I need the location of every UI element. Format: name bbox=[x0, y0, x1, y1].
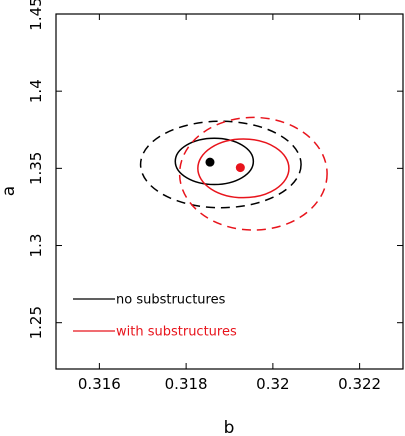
y-tick-label-3: 1.4 bbox=[27, 79, 45, 103]
y-tick-label-4: 1.45 bbox=[27, 0, 45, 31]
x-tick-label-0: 0.316 bbox=[78, 375, 121, 393]
plot-frame bbox=[55, 13, 404, 370]
y-tick-label-0: 1.25 bbox=[27, 306, 45, 339]
y-axis-label: a bbox=[0, 186, 19, 196]
contour-series-1-dashed bbox=[178, 116, 328, 231]
x-tick-label-2: 0.32 bbox=[256, 375, 289, 393]
legend: no substructures with substructures bbox=[73, 293, 237, 340]
legend-label-0: no substructures bbox=[116, 293, 226, 308]
contour-series-0-solid bbox=[174, 137, 255, 186]
x-tick-label-3: 0.322 bbox=[338, 375, 381, 393]
best-fit-point-0 bbox=[205, 157, 215, 167]
best-fit-point-1 bbox=[235, 163, 245, 173]
contour-series-0-dashed bbox=[139, 120, 302, 209]
contour-series-1-solid bbox=[197, 138, 290, 199]
legend-label-1: with substructures bbox=[116, 325, 237, 340]
x-tick-label-1: 0.318 bbox=[165, 375, 208, 393]
ticks: 0.316 0.318 0.32 0.322 1.25 1.3 1.35 1.4 1.45 bbox=[27, 0, 403, 393]
x-axis-label: b bbox=[224, 418, 235, 436]
contours bbox=[139, 116, 328, 231]
y-tick-label-2: 1.35 bbox=[27, 152, 45, 185]
y-tick-label-1: 1.3 bbox=[27, 234, 45, 258]
best-fit-points bbox=[205, 157, 245, 173]
